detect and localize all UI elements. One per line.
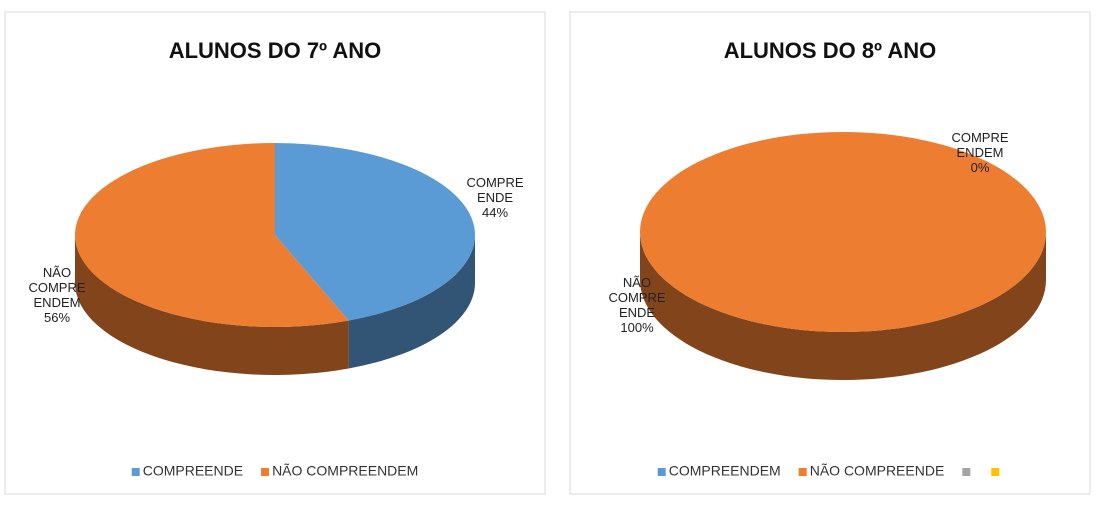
data-label-text: COMPREENDEM 0% [935, 130, 1025, 175]
legend: COMPREENDEM NÃO COMPREENDE [657, 463, 1000, 479]
label-category: NÃO COMPREENDEM [28, 265, 86, 310]
slice-side [348, 235, 475, 369]
slice [275, 143, 475, 321]
slice-side [640, 232, 1046, 380]
legend-label: NÃO COMPREENDEM [272, 463, 418, 479]
label-value: 0% [970, 160, 990, 175]
legend-swatch [991, 468, 1000, 476]
data-label-text: NÃO COMPREENDEM 56% [12, 265, 102, 325]
label-category: COMPREENDE [466, 175, 524, 205]
label-category: NÃO COMPREENDE [608, 275, 666, 320]
data-label-text: NÃO COMPREENDE 100% [592, 275, 682, 335]
legend-swatch [261, 468, 270, 476]
slice [74, 143, 349, 327]
legend-swatch [962, 468, 971, 476]
label-category: COMPREENDEM [951, 130, 1009, 160]
slice-side [75, 235, 349, 375]
legend-label: COMPREENDEM [669, 463, 781, 479]
legend-label: NÃO COMPREENDE [810, 463, 945, 479]
legend-swatch [657, 468, 666, 476]
label-value: 44% [481, 205, 509, 220]
legend-swatch [131, 468, 140, 476]
chart-title: ALUNOS DO 8º ANO [724, 38, 937, 63]
label-value: 100% [620, 320, 654, 335]
chart-title: ALUNOS DO 7º ANO [169, 38, 382, 63]
data-label-text: COMPREENDE 44% [450, 175, 540, 220]
legend-label: COMPREENDE [143, 463, 243, 479]
legend-swatch [798, 468, 807, 476]
slice [640, 132, 1046, 332]
legend: COMPREENDE NÃO COMPREENDEM [131, 463, 418, 479]
label-value: 56% [43, 310, 71, 325]
